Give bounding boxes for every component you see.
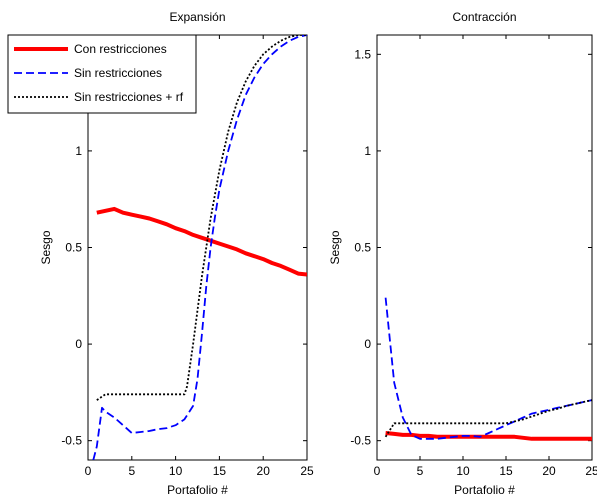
chart-panel-1: 0 5 10 15 20 25 -0.5 0 0.5 1 Expansión Portafolio #…	[7, 10, 314, 497]
x-tick-label: 5	[128, 464, 135, 478]
x-tick-label: 20	[542, 464, 556, 478]
y-axis-label: Sesgo	[328, 230, 342, 264]
chart-panel-2: 0 5 10 15 20 25 -0.5 0 0.5 1 1.5 Contracción Portafo…	[328, 10, 597, 497]
series-line-1	[96, 206, 307, 277]
legend-label-1: Con restricciones	[74, 42, 167, 56]
chart-title: Expansión	[169, 10, 225, 24]
x-tick-label: 10	[169, 464, 183, 478]
x-tick-label: 15	[213, 464, 227, 478]
series-line-3	[384, 399, 592, 438]
legend-label-2: Sin restricciones	[74, 66, 162, 80]
y-tick-label: -0.5	[61, 434, 82, 448]
series-line-2	[384, 297, 592, 440]
series-group	[384, 297, 592, 441]
x-tick-label: 15	[499, 464, 513, 478]
legend: Con restricciones Sin restricciones Sin re…	[7, 34, 197, 114]
series-line-1	[385, 431, 592, 441]
y-tick-label: 0	[364, 337, 371, 351]
y-tick-label: 1.5	[354, 47, 371, 61]
plot-area	[376, 34, 593, 461]
y-tick-label: 1	[75, 144, 82, 158]
series-line-2	[92, 35, 307, 460]
y-axis-label: Sesgo	[39, 230, 53, 264]
y-tick-label: -0.5	[350, 434, 371, 448]
x-axis-label: Portafolio #	[167, 483, 228, 497]
y-tick-label: 0.5	[65, 241, 82, 255]
y-tick-label: 0	[75, 337, 82, 351]
x-tick-label: 5	[417, 464, 424, 478]
x-axis-label: Portafolio #	[454, 483, 515, 497]
y-tick-label: 0.5	[354, 241, 371, 255]
series-group	[92, 35, 307, 460]
x-tick-label: 25	[585, 464, 597, 478]
x-tick-label: 20	[257, 464, 271, 478]
x-tick-label: 0	[85, 464, 92, 478]
x-tick-label: 0	[374, 464, 381, 478]
chart-title: Contracción	[452, 10, 516, 24]
x-tick-label: 10	[456, 464, 470, 478]
y-tick-label: 1	[364, 144, 371, 158]
legend-label-3: Sin restricciones + rf	[74, 90, 184, 104]
x-tick-label: 25	[300, 464, 314, 478]
